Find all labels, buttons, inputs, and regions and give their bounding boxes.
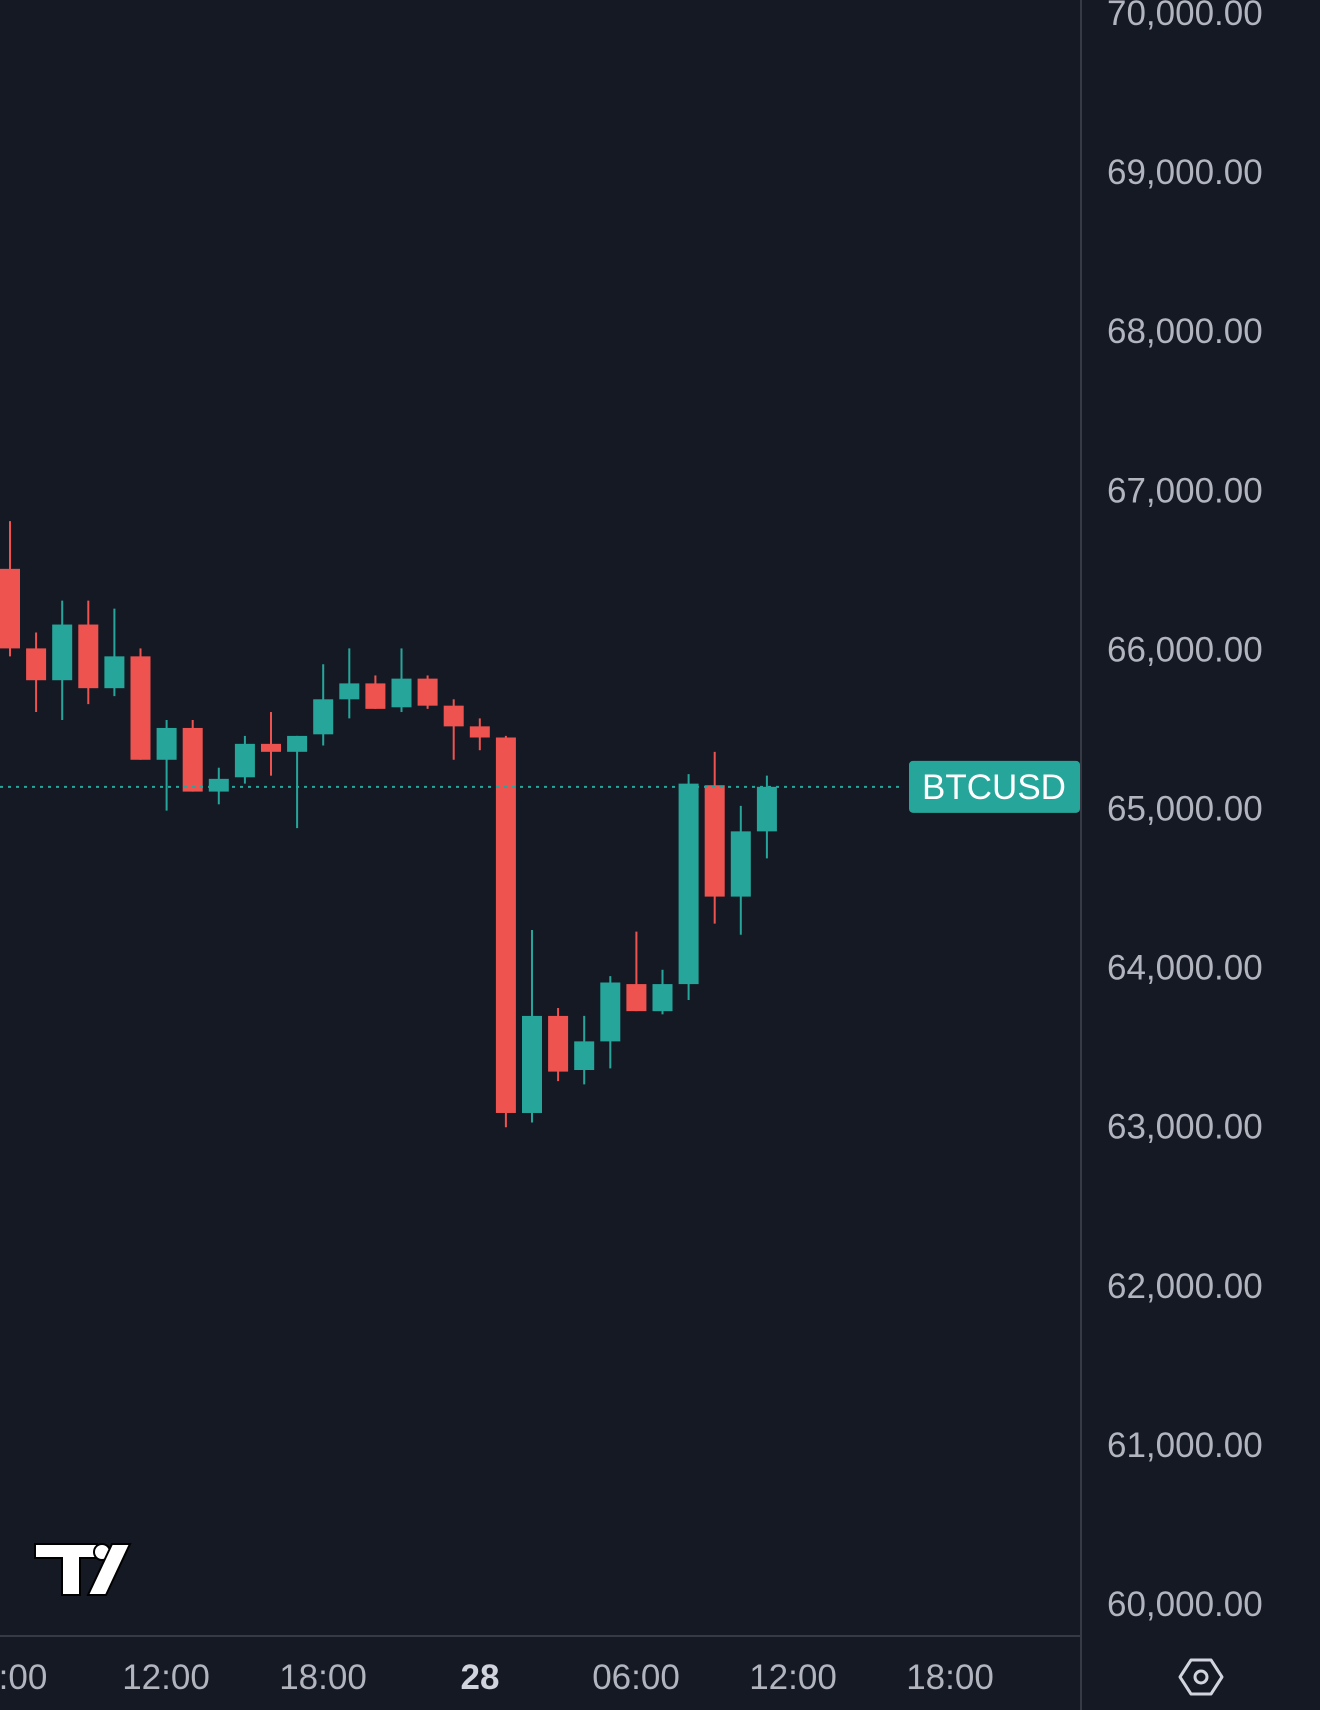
candle-body	[495, 737, 516, 1113]
time-tick-label: 06:00	[592, 1658, 680, 1697]
time-tick-label: 12:00	[122, 1658, 210, 1697]
candle[interactable]	[52, 600, 73, 720]
price-axis[interactable]: 70,000.00 69,000.00 68,000.00 67,000.00 66,0…	[1080, 0, 1320, 1710]
candles-layer	[0, 521, 777, 1128]
candle-body	[704, 785, 725, 897]
candle-body	[261, 743, 281, 752]
candle[interactable]	[365, 675, 386, 709]
candle-body	[574, 1041, 595, 1071]
symbol-badge[interactable]: BTCUSD	[909, 760, 1080, 813]
candle[interactable]	[261, 712, 281, 776]
tradingview-logo[interactable]	[34, 1543, 132, 1596]
candle-body	[156, 727, 177, 760]
candle-body	[208, 778, 229, 792]
candle[interactable]	[443, 699, 464, 760]
candle[interactable]	[26, 632, 47, 713]
settings-hexagon-center	[1193, 1669, 1209, 1685]
candle-body	[339, 683, 360, 700]
candle[interactable]	[495, 735, 516, 1128]
candle-body	[182, 727, 203, 792]
candle[interactable]	[78, 600, 99, 705]
candle[interactable]	[391, 648, 412, 713]
candle-body	[52, 624, 73, 681]
price-tick-label: 65,000.00	[1107, 790, 1263, 829]
price-tick-label: 68,000.00	[1107, 312, 1263, 351]
time-axis-ticks: :00 12:00 18:00 28 06:00 12:00 18:00	[0, 1658, 994, 1697]
candle-body	[678, 783, 699, 985]
candle[interactable]	[574, 1015, 595, 1085]
time-axis[interactable]: :00 12:00 18:00 28 06:00 12:00 18:00	[0, 1635, 1081, 1697]
candle[interactable]	[339, 648, 360, 719]
candle[interactable]	[0, 521, 20, 657]
candle-body	[0, 568, 20, 649]
candle[interactable]	[287, 735, 308, 829]
symbol-badge-background	[909, 760, 1080, 813]
tradingview-logo-v	[86, 1543, 132, 1596]
candle-body	[130, 656, 151, 760]
candle-body	[548, 1015, 569, 1072]
price-tick-label: 67,000.00	[1107, 471, 1263, 510]
settings-hexagon-outline	[1178, 1658, 1224, 1696]
candle-body	[78, 624, 99, 689]
candle[interactable]	[156, 719, 177, 811]
candle-body	[652, 984, 673, 1012]
candle-body	[730, 831, 751, 897]
candle-body	[365, 683, 386, 709]
price-tick-label: 66,000.00	[1107, 630, 1263, 669]
candle[interactable]	[704, 751, 725, 924]
candle-body	[26, 648, 47, 681]
candle[interactable]	[104, 608, 125, 697]
price-tick-label: 63,000.00	[1107, 1108, 1263, 1147]
candle-body	[417, 678, 438, 706]
candle-body	[469, 726, 490, 738]
time-tick-label: 12:00	[749, 1658, 837, 1697]
candle[interactable]	[600, 976, 621, 1069]
candle-body	[104, 656, 125, 689]
candle-body	[391, 678, 412, 708]
time-tick-label: 18:00	[906, 1658, 994, 1697]
candle[interactable]	[678, 774, 699, 1001]
candle-body	[287, 735, 308, 752]
price-tick-label: 60,000.00	[1107, 1585, 1263, 1624]
candle[interactable]	[522, 930, 542, 1123]
candle[interactable]	[234, 735, 255, 784]
time-tick-label: 18:00	[279, 1658, 367, 1697]
candle[interactable]	[756, 775, 777, 859]
candle-body	[522, 1015, 542, 1113]
candle[interactable]	[548, 1007, 569, 1082]
candle[interactable]	[730, 805, 751, 935]
time-tick-label: 28	[461, 1658, 500, 1697]
candle-body	[443, 705, 464, 727]
candle[interactable]	[130, 648, 151, 760]
settings-hexagon-icon[interactable]	[1178, 1658, 1224, 1696]
candle[interactable]	[182, 719, 203, 792]
candle[interactable]	[469, 718, 490, 751]
candle[interactable]	[313, 664, 334, 746]
candle-body	[600, 982, 621, 1042]
price-tick-label: 61,000.00	[1107, 1426, 1263, 1465]
price-axis-ticks: 70,000.00 69,000.00 68,000.00 67,000.00 66,0…	[1107, 0, 1263, 1624]
price-tick-label: 70,000.00	[1107, 0, 1263, 33]
price-axis-background	[1081, 0, 1320, 1636]
candle-body	[313, 699, 334, 735]
candle-body	[234, 743, 255, 778]
price-tick-label: 64,000.00	[1107, 949, 1263, 988]
candle[interactable]	[652, 969, 673, 1015]
candle-body	[626, 984, 647, 1012]
price-tick-label: 69,000.00	[1107, 153, 1263, 192]
time-tick-label: :00	[0, 1658, 47, 1697]
candle[interactable]	[626, 931, 647, 1012]
candle[interactable]	[417, 675, 438, 709]
candle-body	[756, 786, 777, 832]
symbol-label: BTCUSD	[922, 768, 1066, 807]
price-tick-label: 62,000.00	[1107, 1267, 1263, 1306]
